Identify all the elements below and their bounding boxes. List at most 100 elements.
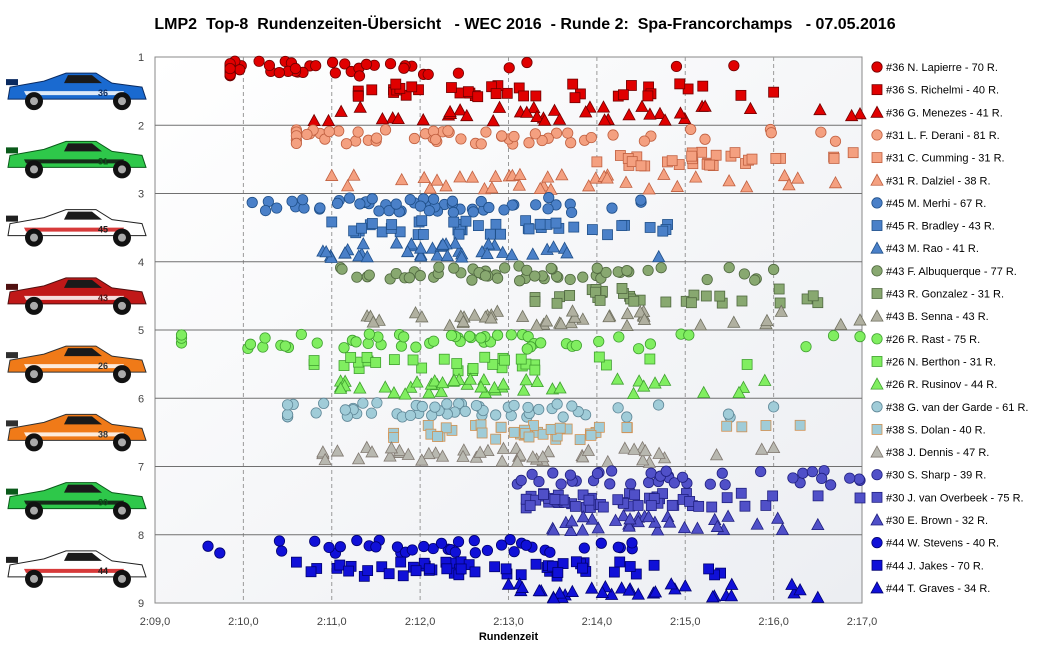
data-point <box>686 297 697 309</box>
data-point <box>331 197 344 210</box>
data-point <box>363 328 375 340</box>
series-points <box>511 465 866 491</box>
legend-marker <box>871 537 883 549</box>
data-point <box>334 541 346 553</box>
data-point <box>645 500 657 512</box>
data-point <box>475 195 487 208</box>
data-point <box>574 434 586 446</box>
data-point <box>353 381 367 394</box>
legend-entry: #43 R. Gonzalez - 31 R. <box>886 289 1004 301</box>
data-point <box>633 305 647 318</box>
data-point <box>318 452 332 466</box>
data-point <box>473 445 487 458</box>
data-point <box>384 441 399 454</box>
data-point <box>357 397 369 409</box>
data-point <box>834 317 848 330</box>
data-point <box>620 318 634 331</box>
data-point <box>440 422 452 434</box>
data-point <box>416 362 428 374</box>
data-point <box>608 513 623 526</box>
data-point <box>524 500 536 512</box>
data-point <box>435 537 448 549</box>
data-point <box>515 580 529 593</box>
data-point <box>765 127 777 139</box>
data-point <box>445 329 458 342</box>
data-point <box>338 342 350 354</box>
data-point <box>532 583 546 597</box>
data-point <box>710 519 725 532</box>
data-point <box>645 467 657 479</box>
data-point <box>686 150 698 162</box>
data-point <box>316 445 330 458</box>
data-point <box>533 181 547 194</box>
data-point <box>410 375 424 388</box>
data-point <box>553 381 567 394</box>
data-point <box>529 364 541 376</box>
data-point <box>739 500 751 512</box>
data-point <box>608 566 620 578</box>
data-point <box>334 104 348 117</box>
data-point <box>438 353 450 365</box>
data-point <box>652 249 666 263</box>
data-point <box>576 450 590 463</box>
data-point <box>564 523 578 537</box>
data-point <box>309 535 321 547</box>
legend-entry: #36 S. Richelmi - 40 R. <box>886 85 999 97</box>
data-point <box>501 87 513 99</box>
data-point <box>643 476 655 489</box>
data-point <box>423 181 437 194</box>
data-point <box>448 262 460 274</box>
data-point <box>853 106 867 120</box>
data-point <box>246 196 258 209</box>
data-point <box>259 204 272 217</box>
data-point <box>766 440 781 454</box>
data-point <box>854 492 866 504</box>
data-point <box>398 62 410 74</box>
data-point <box>343 192 356 204</box>
data-point <box>607 129 619 141</box>
data-point <box>463 330 476 342</box>
data-point <box>391 541 404 553</box>
data-point <box>472 220 484 231</box>
data-point <box>406 544 418 556</box>
data-point <box>472 91 484 103</box>
data-point <box>629 489 641 501</box>
data-point <box>323 125 335 138</box>
data-point <box>709 569 720 581</box>
data-point <box>314 202 326 214</box>
data-point <box>698 99 712 112</box>
data-point <box>551 398 563 410</box>
data-point <box>506 199 518 211</box>
data-point <box>505 248 519 261</box>
data-point <box>774 297 786 309</box>
data-point <box>480 246 494 259</box>
data-point <box>515 474 527 486</box>
legend-entry: #45 M. Merhi - 67 R. <box>886 198 986 210</box>
y-tick-label: 3 <box>138 189 144 201</box>
data-point <box>564 273 576 286</box>
data-point <box>290 556 302 568</box>
data-point <box>721 509 735 522</box>
data-point <box>739 180 754 193</box>
data-point <box>550 127 563 139</box>
data-point <box>699 133 711 145</box>
series-points <box>290 556 726 582</box>
data-point <box>356 222 367 234</box>
data-point <box>435 375 450 389</box>
data-point <box>343 565 355 577</box>
data-point <box>521 56 533 69</box>
data-point <box>353 100 367 113</box>
data-point <box>743 101 758 115</box>
data-point <box>670 60 683 73</box>
data-point <box>519 373 533 386</box>
data-point <box>488 169 503 182</box>
legend-entry: #38 G. van der Garde - 61 R. <box>886 402 1028 414</box>
data-point <box>408 132 421 145</box>
data-point <box>570 339 582 352</box>
data-point <box>768 263 780 276</box>
data-point <box>767 490 779 502</box>
data-point <box>281 408 294 421</box>
data-point <box>738 268 750 280</box>
data-point <box>601 454 615 468</box>
data-point <box>650 523 665 536</box>
